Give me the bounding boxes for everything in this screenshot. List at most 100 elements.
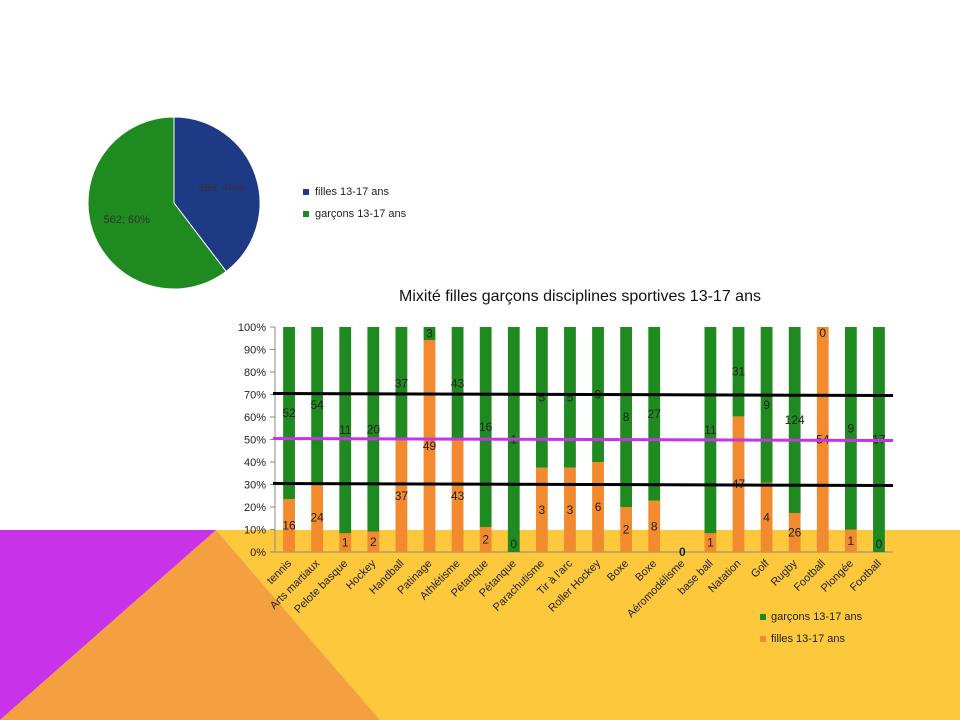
bar-legend-label-garcons: garçons 13-17 ans [771,611,863,623]
reference-line-50 [272,437,894,442]
data-label-filles-0: 16 [282,519,296,533]
data-label-empty-14: 0 [679,545,686,559]
bar-legend-label-filles: filles 13-17 ans [771,633,845,645]
bar-filles-15 [704,533,717,552]
data-label-filles-4: 37 [395,489,409,503]
data-label-filles-20: 1 [848,534,855,548]
bar-garcons-12 [620,327,633,507]
data-label-filles-10: 3 [567,503,574,517]
bar-chart-title: Mixité filles garçons disciplines sporti… [399,288,761,305]
data-label-garcons-20: 9 [848,421,855,435]
pie-legend-item-garcons: garçons 13-17 ans [303,203,406,225]
y-tick-label-1: 10% [244,525,266,537]
bar-filles-4 [395,439,408,552]
bar-filles-1 [311,482,324,552]
bar-garcons-9 [535,327,548,468]
bar-filles-0 [283,499,295,552]
bar-garcons-4 [395,327,408,440]
bar-filles-10 [564,467,576,552]
data-label-garcons-9: 5 [539,390,546,404]
pie-slice-0 [173,116,261,273]
bar-garcons-3 [367,327,380,532]
data-label-filles-8: 0 [510,537,517,551]
y-tick-label-2: 20% [244,502,266,514]
bar-garcons-0 [283,327,295,500]
bar-garcons-13 [648,327,661,501]
data-label-garcons-18: 124 [785,413,805,427]
data-label-garcons-0: 52 [282,406,296,420]
data-label-garcons-3: 20 [367,422,381,436]
x-tick-label-21: Football [848,558,884,594]
reference-line-70 [272,392,894,397]
data-label-filles-7: 2 [482,533,489,547]
y-tick-label-10: 100% [238,322,266,334]
pie-slice-label-1: 562; 60% [103,214,150,226]
pie-legend-item-filles: filles 13-17 ans [303,181,406,203]
data-label-garcons-6: 43 [451,376,465,390]
pie-legend-label-garcons: garçons 13-17 ans [315,208,407,220]
data-label-garcons-5: 3 [426,326,433,340]
pie-legend-swatch-filles [303,189,309,195]
bar-legend-item-filles: filles 13-17 ans [760,628,862,650]
data-label-filles-15: 1 [707,536,714,550]
bar-filles-12 [620,507,633,552]
bar-garcons-17 [760,327,773,483]
y-tick-label-6: 60% [244,412,266,424]
bar-filles-2 [339,533,352,552]
bar-filles-9 [535,467,548,552]
bar-filles-6 [451,439,464,552]
deco-orange-triangle [0,530,380,720]
pie-legend: filles 13-17 ans garçons 13-17 ans [303,181,406,225]
bar-garcons-10 [564,327,576,468]
data-label-filles-5: 49 [423,439,437,453]
bar-filles-7 [479,527,492,552]
bar-legend-swatch-filles [760,636,766,642]
pie-legend-label-filles: filles 13-17 ans [315,186,389,198]
data-label-filles-2: 1 [342,536,349,550]
data-label-garcons-13: 27 [648,407,662,421]
data-label-garcons-2: 11 [339,423,352,437]
y-tick-label-9: 90% [244,345,266,357]
data-label-filles-21: 0 [876,537,883,551]
bar-garcons-1 [311,327,324,483]
bar-legend: garçons 13-17 ans filles 13-17 ans [760,606,862,650]
bar-garcons-20 [844,327,857,530]
y-tick-label-0: 0% [250,547,266,559]
data-label-garcons-15: 11 [704,423,717,437]
x-tick-label-17: Golf [749,557,772,580]
pie-legend-swatch-garcons [303,211,309,217]
bar-filles-13 [648,500,661,552]
y-tick-label-8: 80% [244,367,266,379]
deco-magenta-triangle [0,530,216,720]
bar-garcons-16 [732,327,745,417]
data-label-garcons-16: 31 [732,365,746,379]
data-label-filles-9: 3 [539,503,546,517]
x-tick-label-12: Boxe [605,558,631,584]
bar-filles-20 [844,529,857,552]
data-label-filles-6: 43 [451,489,465,503]
bar-filles-3 [367,531,380,552]
y-tick-label-5: 50% [244,435,266,447]
data-label-filles-13: 8 [651,519,658,533]
data-label-garcons-19: 0 [819,326,826,340]
data-label-filles-18: 26 [788,526,802,540]
bar-garcons-18 [788,327,801,513]
data-label-filles-12: 2 [623,523,630,537]
y-tick-label-3: 30% [244,480,266,492]
bar-garcons-5 [423,327,436,340]
data-label-garcons-17: 9 [763,398,770,412]
reference-line-30 [272,482,894,487]
bar-garcons-2 [339,327,352,534]
data-label-filles-3: 2 [370,535,377,549]
data-label-filles-17: 4 [763,510,770,524]
data-label-filles-1: 24 [310,510,324,524]
bar-filles-11 [592,462,604,552]
pie-slice-label-0: 369; 40% [198,182,245,194]
y-tick-label-7: 70% [244,390,266,402]
bar-legend-swatch-garcons [760,614,766,620]
data-label-garcons-7: 16 [479,420,493,434]
bar-filles-17 [760,482,773,552]
